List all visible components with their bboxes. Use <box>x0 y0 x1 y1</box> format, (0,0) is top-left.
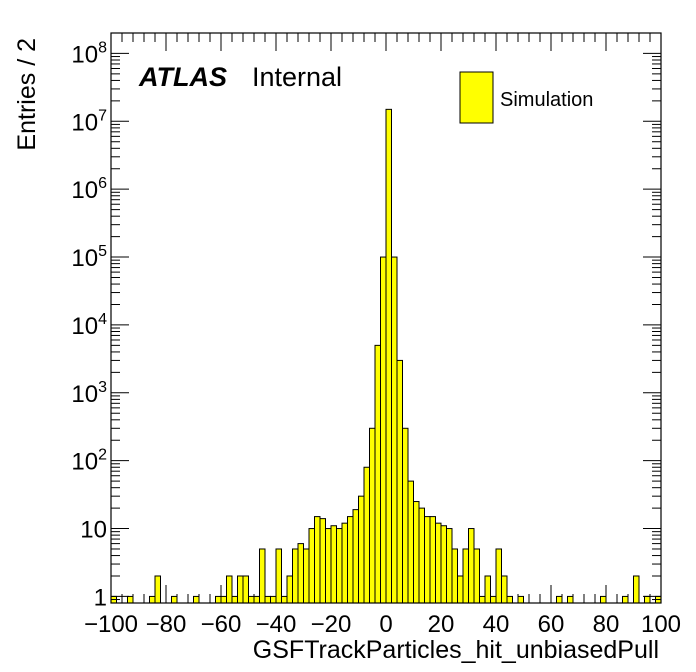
y-tick-label: 107 <box>71 107 107 136</box>
histogram-bar <box>462 548 469 604</box>
plot-frame <box>110 32 662 604</box>
histogram-bar <box>297 543 304 604</box>
histogram-bar <box>429 516 436 604</box>
y-axis-title: Entries / 2 <box>13 38 41 151</box>
histogram-bar <box>435 522 442 604</box>
x-axis-title: GSFTrackParticles_hit_unbiasedPull <box>253 636 659 664</box>
histogram-bar <box>391 256 398 604</box>
histogram-bar <box>237 575 244 604</box>
histogram-bar <box>242 575 249 604</box>
histogram-bar <box>325 528 332 604</box>
x-tick-label: 80 <box>593 611 620 638</box>
histogram-bar <box>424 516 431 604</box>
histogram-bar <box>385 108 392 604</box>
y-tick-label: 103 <box>71 379 107 408</box>
histogram-bar <box>407 480 414 604</box>
histogram-bar <box>451 548 458 604</box>
histogram-bar <box>264 595 271 604</box>
y-tick-label: 104 <box>71 311 107 340</box>
histogram-bar <box>556 595 563 604</box>
legend-label: Simulation <box>500 89 593 111</box>
y-tick-label: 106 <box>71 175 107 204</box>
histogram-bar <box>402 427 409 604</box>
histogram-bar <box>352 509 359 604</box>
y-tick-label: 102 <box>71 447 107 476</box>
histogram-bar <box>473 548 480 604</box>
histogram-bar <box>484 575 491 604</box>
legend-swatch <box>459 71 494 124</box>
histogram-bar <box>468 528 475 604</box>
x-tick-label: −60 <box>201 611 242 638</box>
x-tick-label: −40 <box>256 611 297 638</box>
x-tick-label: 100 <box>641 611 681 638</box>
histogram-bar <box>171 595 178 604</box>
histogram-bar <box>501 575 508 604</box>
histogram-bar <box>226 575 233 604</box>
histogram-bar <box>446 528 453 604</box>
histogram-bar <box>418 507 425 604</box>
histogram-bar <box>154 575 161 604</box>
histogram-bar <box>259 548 266 604</box>
histogram-bar <box>363 466 370 604</box>
histogram-bar <box>303 548 310 604</box>
histogram-bar <box>231 595 238 604</box>
histogram-bar <box>374 344 381 604</box>
x-tick-label: 0 <box>379 611 392 638</box>
histogram-bar <box>380 256 387 604</box>
histogram-bar <box>292 548 299 604</box>
atlas-label: ATLAS <box>138 62 227 92</box>
y-tick-label: 10 <box>80 517 107 544</box>
histogram-bar <box>253 595 260 604</box>
histogram-bar <box>490 595 497 604</box>
histogram-bar <box>127 595 134 604</box>
histogram-bar <box>506 595 513 604</box>
histogram-bar <box>622 595 629 604</box>
histogram-bar <box>457 575 464 604</box>
histogram-bar <box>369 427 376 604</box>
histogram-bar <box>358 495 365 604</box>
histogram-bar <box>517 595 524 604</box>
histogram-bar <box>341 522 348 604</box>
y-tick-label: 108 <box>71 39 107 68</box>
y-tick-label: 1 <box>94 584 107 611</box>
histogram-bar <box>495 548 502 604</box>
histogram-bar <box>275 548 282 604</box>
histogram-bar <box>281 595 288 604</box>
histogram-bar <box>193 595 200 604</box>
histogram-bar <box>600 595 607 604</box>
histogram-bar <box>567 595 574 604</box>
x-tick-label: 60 <box>538 611 565 638</box>
histogram-bar <box>286 575 293 604</box>
x-tick-label: −80 <box>146 611 187 638</box>
histogram-bar <box>270 595 277 604</box>
histogram-bar <box>633 575 640 604</box>
histogram-bar <box>440 525 447 604</box>
y-tick-label: 105 <box>71 243 107 272</box>
histogram-bar <box>319 518 326 604</box>
x-tick-label: −20 <box>311 611 352 638</box>
histogram-bar <box>215 595 222 604</box>
histogram-bar <box>479 595 486 604</box>
x-tick-label: 20 <box>428 611 455 638</box>
axis-ticks <box>110 32 662 604</box>
histogram-bar <box>644 595 651 604</box>
x-tick-label: 40 <box>483 611 510 638</box>
internal-label: Internal <box>252 62 342 92</box>
x-tick-label: −100 <box>84 611 138 638</box>
histogram-bar <box>396 359 403 604</box>
histogram-bar <box>336 528 343 604</box>
histogram-bar <box>330 525 337 604</box>
y-tick-labels: 1 10 102 103 104 105 106 107 108 <box>71 39 107 611</box>
histogram-bar <box>314 516 321 604</box>
histogram-bar <box>149 595 156 604</box>
x-tick-labels: −100 −80 −60 −40 −20 0 20 40 60 80 100 <box>84 611 681 638</box>
histogram-bar <box>413 501 420 604</box>
histogram-bar <box>308 528 315 604</box>
histogram-bar <box>347 516 354 604</box>
histogram-bar <box>220 595 227 604</box>
histogram-bar <box>248 595 255 604</box>
